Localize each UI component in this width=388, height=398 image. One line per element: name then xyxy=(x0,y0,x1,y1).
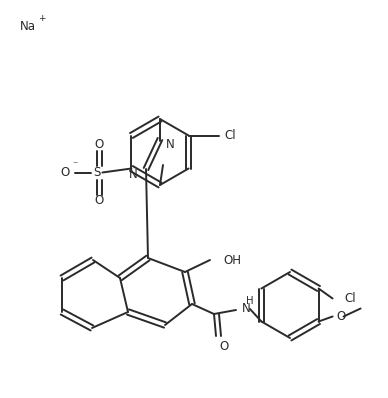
Text: N: N xyxy=(242,302,251,316)
Text: H: H xyxy=(246,296,254,306)
Text: Na: Na xyxy=(20,20,36,33)
Text: O: O xyxy=(95,138,104,151)
Text: O: O xyxy=(60,166,69,179)
Text: Cl: Cl xyxy=(225,129,236,142)
Text: ⁻: ⁻ xyxy=(73,160,78,170)
Text: S: S xyxy=(94,166,101,179)
Text: O: O xyxy=(95,194,104,207)
Text: +: + xyxy=(38,14,45,23)
Text: O: O xyxy=(336,310,346,323)
Text: OH: OH xyxy=(223,254,241,267)
Text: O: O xyxy=(219,339,229,353)
Text: Cl: Cl xyxy=(345,292,356,305)
Text: N: N xyxy=(166,137,175,150)
Text: N: N xyxy=(129,168,138,181)
